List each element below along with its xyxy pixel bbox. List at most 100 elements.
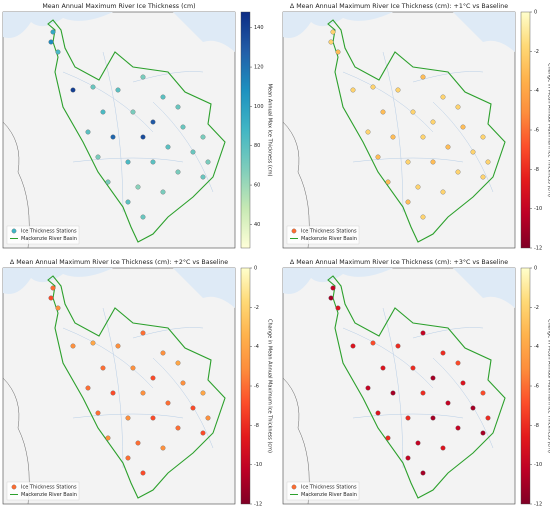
colorbar-tick-label: -10 — [534, 206, 542, 212]
colorbar-tick-label: -8 — [254, 423, 259, 429]
station — [51, 286, 56, 291]
station — [336, 306, 341, 311]
station — [421, 215, 426, 220]
station — [111, 135, 116, 140]
legend-label: Ice Thickness Stations — [301, 229, 357, 235]
station — [201, 175, 206, 180]
colorbar-tick-label: -8 — [534, 167, 539, 173]
station — [161, 446, 166, 451]
station — [406, 160, 411, 165]
station — [106, 180, 111, 185]
colorbar-tick-label: 100 — [254, 104, 264, 110]
colorbar-label: Change in Mean Annual Maximum Ice Thickn… — [547, 63, 550, 197]
station — [376, 155, 381, 160]
colorbar-tick-label: -12 — [534, 502, 542, 508]
station — [329, 296, 334, 301]
colorbar — [521, 12, 530, 248]
colorbar-tick-label: 0 — [254, 266, 257, 272]
station — [101, 366, 106, 371]
station — [329, 40, 334, 45]
station — [446, 145, 451, 150]
station — [181, 125, 186, 130]
colorbar-tick-label: 140 — [254, 25, 264, 31]
station — [441, 95, 446, 100]
station — [191, 406, 196, 411]
station — [486, 416, 491, 421]
station — [446, 401, 451, 406]
station — [386, 180, 391, 185]
colorbar-tick-label: -10 — [534, 462, 542, 468]
colorbar-tick-label: -12 — [254, 502, 262, 508]
station — [421, 471, 426, 476]
station — [136, 441, 141, 446]
station — [481, 175, 486, 180]
legend-marker — [12, 229, 16, 233]
station — [161, 190, 166, 195]
panel: Mean Annual Maximum River Ice Thickness … — [3, 3, 273, 248]
station — [161, 95, 166, 100]
colorbar-label: Change in Mean Annual Maximum Ice Thickn… — [547, 319, 550, 453]
legend-label: Ice Thickness Stations — [21, 485, 77, 491]
panel: Δ Mean Annual Maximum River Ice Thicknes… — [283, 2, 550, 252]
station — [471, 406, 476, 411]
station — [366, 130, 371, 135]
colorbar-tick-label: -6 — [534, 384, 539, 390]
station — [56, 50, 61, 55]
station — [481, 431, 486, 436]
colorbar-tick-label: -4 — [534, 88, 539, 94]
station — [131, 110, 136, 115]
colorbar-label: Change in Mean Annual Maximum Ice Thickn… — [267, 319, 273, 453]
panel-title: Δ Mean Annual Maximum River Ice Thicknes… — [290, 2, 508, 10]
panel-title: Δ Mean Annual Maximum River Ice Thicknes… — [290, 258, 508, 266]
station — [176, 426, 181, 431]
station — [141, 471, 146, 476]
station — [421, 135, 426, 140]
colorbar-label: Mean Annual Max Ice Thickness (cm) — [267, 84, 273, 177]
station — [456, 426, 461, 431]
station — [391, 135, 396, 140]
colorbar-tick-label: -12 — [534, 246, 542, 252]
station — [141, 331, 146, 336]
station — [396, 88, 401, 93]
station — [471, 150, 476, 155]
legend-label: Mackenzie River Basin — [21, 236, 77, 242]
station — [91, 341, 96, 346]
station — [201, 135, 206, 140]
station — [431, 376, 436, 381]
map-land — [3, 268, 235, 504]
panel-title: Δ Mean Annual Maximum River Ice Thicknes… — [10, 258, 228, 266]
legend-marker — [12, 485, 16, 489]
station — [416, 441, 421, 446]
station — [431, 416, 436, 421]
station — [151, 416, 156, 421]
station — [481, 391, 486, 396]
station — [431, 120, 436, 125]
station — [386, 436, 391, 441]
colorbar-tick-label: -4 — [534, 344, 539, 350]
station — [456, 361, 461, 366]
station — [151, 160, 156, 165]
station — [116, 344, 121, 349]
station — [331, 30, 336, 35]
colorbar — [521, 268, 530, 504]
station — [71, 88, 76, 93]
station — [456, 105, 461, 110]
station — [431, 160, 436, 165]
station — [166, 401, 171, 406]
station — [371, 85, 376, 90]
station — [51, 30, 56, 35]
station — [441, 446, 446, 451]
colorbar-tick-label: 0 — [534, 266, 537, 272]
map-land — [283, 268, 515, 504]
legend-label: Mackenzie River Basin — [301, 492, 357, 498]
colorbar — [241, 268, 250, 504]
station — [131, 366, 136, 371]
panel: Δ Mean Annual Maximum River Ice Thicknes… — [3, 258, 273, 508]
station — [421, 75, 426, 80]
station — [411, 110, 416, 115]
station — [176, 170, 181, 175]
station — [331, 286, 336, 291]
panel-title: Mean Annual Maximum River Ice Thickness … — [42, 3, 195, 10]
